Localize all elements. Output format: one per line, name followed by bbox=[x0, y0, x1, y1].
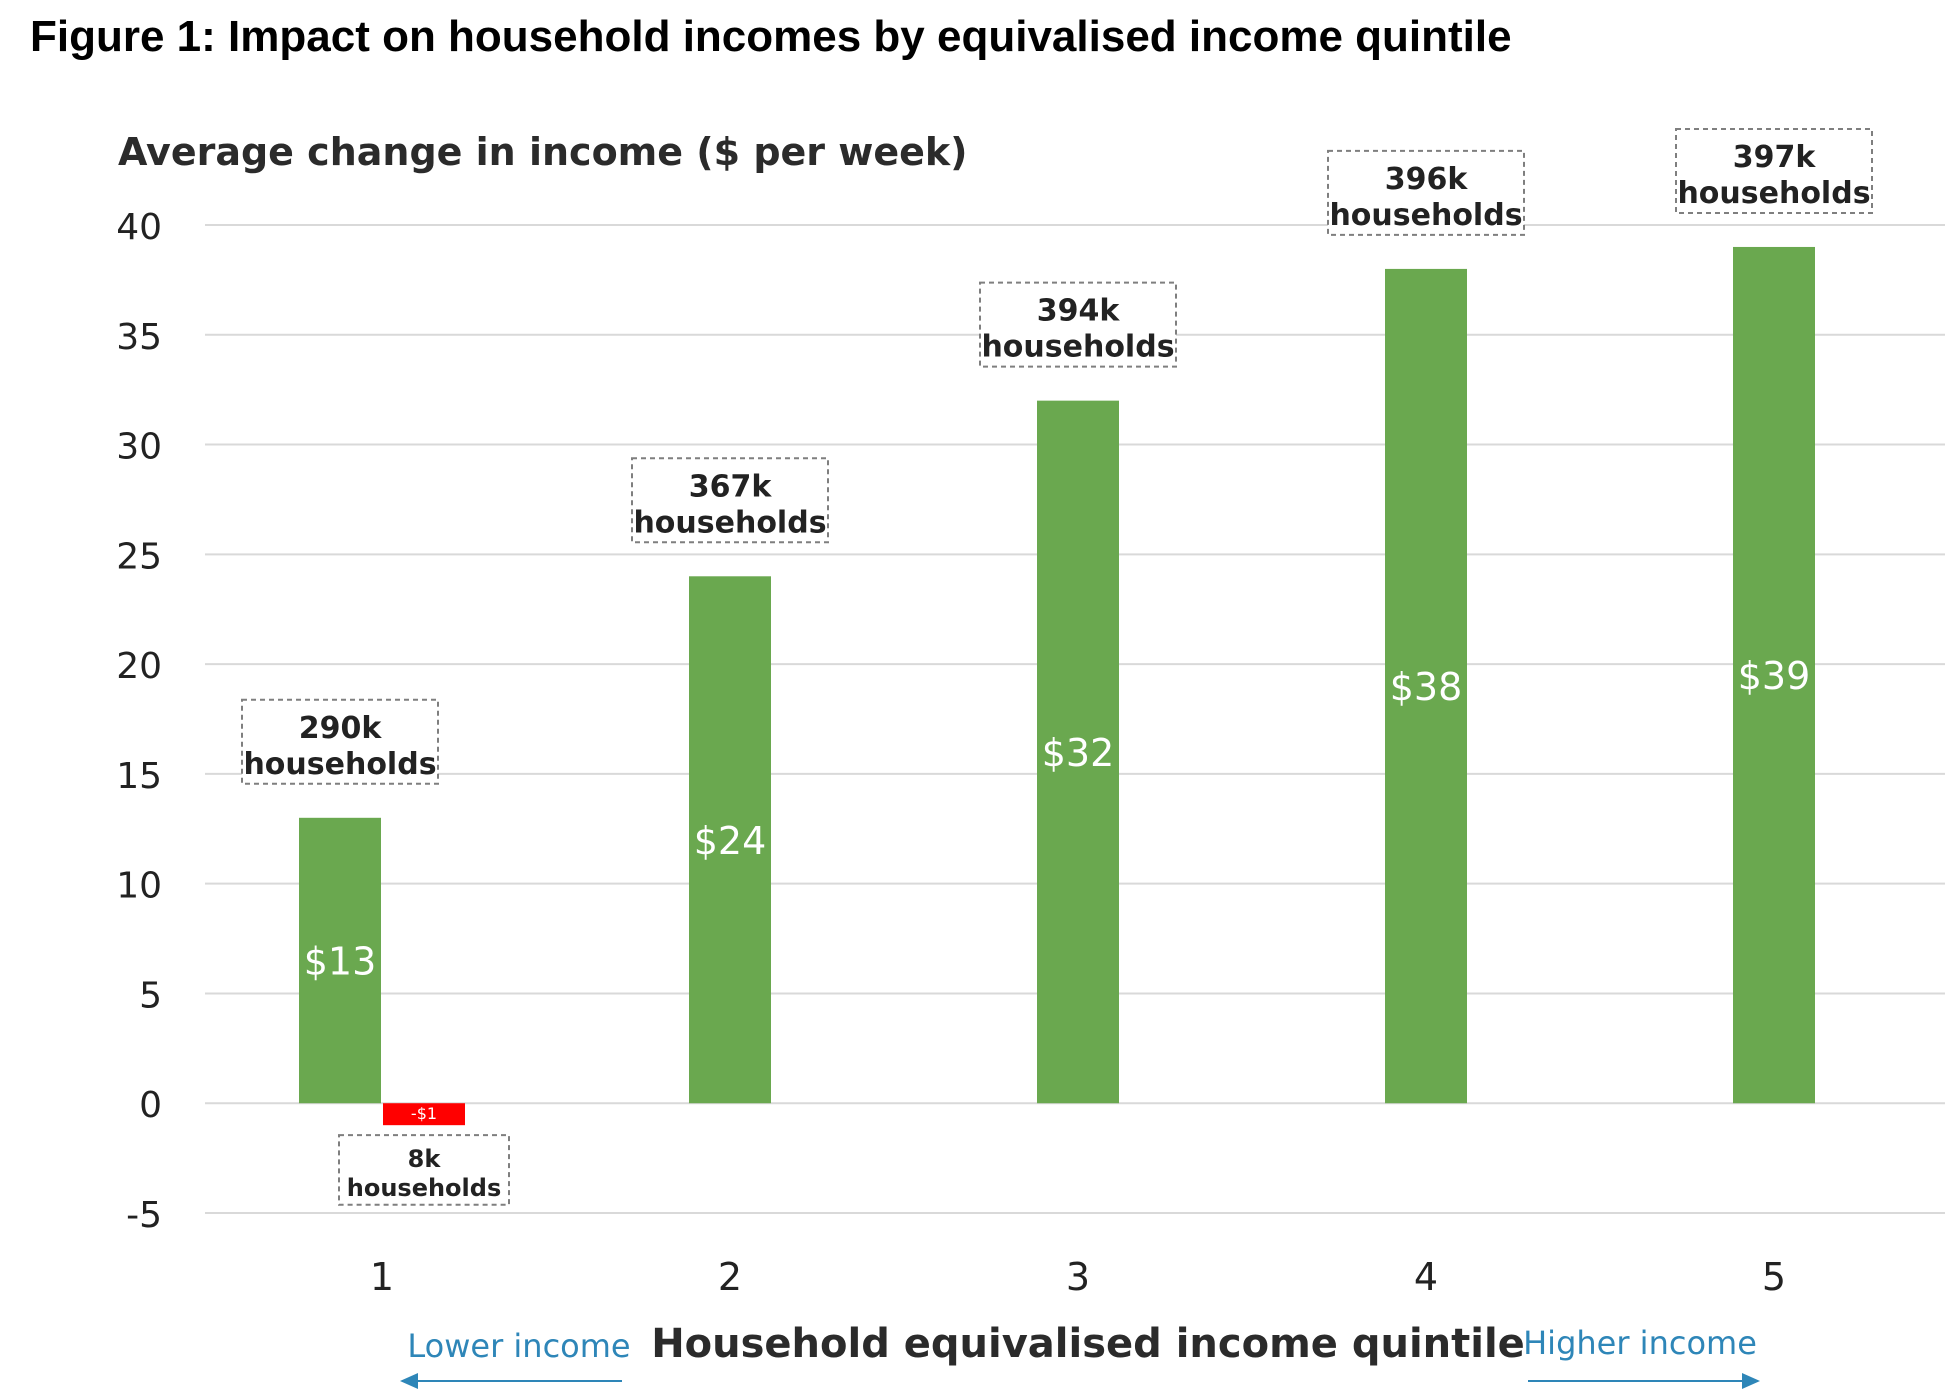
household-annotation-box bbox=[1327, 149, 1525, 236]
household-annotation-text: households bbox=[633, 505, 826, 540]
household-annotation-text: 290k bbox=[299, 711, 383, 746]
household-annotation-box bbox=[338, 1134, 510, 1206]
x-axis-title: Household equivalised income quintile bbox=[651, 1321, 1525, 1367]
household-annotation-text: 396k bbox=[1385, 162, 1469, 197]
bar-value-label: $24 bbox=[694, 819, 767, 863]
bar-value-label: $39 bbox=[1738, 654, 1811, 698]
household-annotation-box bbox=[241, 698, 439, 785]
x-tick-label: 5 bbox=[1762, 1255, 1786, 1299]
y-axis-title: Average change in income ($ per week) bbox=[118, 130, 968, 174]
figure-title: Figure 1: Impact on household incomes by… bbox=[30, 12, 1512, 61]
y-tick-label: 25 bbox=[116, 536, 162, 577]
bar-value-label: $38 bbox=[1390, 665, 1463, 709]
bar bbox=[299, 817, 381, 1104]
y-tick-label: 0 bbox=[139, 1085, 162, 1126]
x-tick-label: 1 bbox=[370, 1255, 394, 1299]
higher-income-label: Higher income bbox=[1523, 1324, 1757, 1362]
household-annotation-text: households bbox=[347, 1174, 502, 1202]
y-tick-label: 10 bbox=[116, 866, 162, 907]
household-annotation-text: 394k bbox=[1037, 294, 1121, 329]
bar bbox=[1733, 246, 1815, 1104]
y-tick-label: 15 bbox=[116, 756, 162, 797]
bar bbox=[689, 576, 771, 1104]
y-tick-label: -5 bbox=[126, 1195, 162, 1236]
bar bbox=[383, 1103, 465, 1126]
bar-value-label: $13 bbox=[304, 940, 377, 984]
y-tick-label: 30 bbox=[116, 427, 162, 468]
household-annotation-text: households bbox=[243, 747, 436, 782]
household-annotation-box bbox=[1675, 127, 1873, 214]
bar-value-label: -$1 bbox=[411, 1104, 437, 1123]
x-tick-label: 4 bbox=[1414, 1255, 1438, 1299]
household-annotation-text: 367k bbox=[689, 469, 773, 504]
household-annotation-text: 8k bbox=[408, 1145, 442, 1173]
household-annotation-text: 397k bbox=[1733, 140, 1817, 175]
bar bbox=[1385, 268, 1467, 1104]
household-annotation-box bbox=[979, 281, 1177, 368]
bar-value-label: $32 bbox=[1042, 731, 1115, 775]
household-annotation-text: households bbox=[1329, 198, 1522, 233]
bar bbox=[1037, 400, 1119, 1104]
x-tick-label: 3 bbox=[1066, 1255, 1090, 1299]
lower-income-label: Lower income bbox=[407, 1327, 630, 1365]
x-tick-label: 2 bbox=[718, 1255, 742, 1299]
y-tick-label: 20 bbox=[116, 646, 162, 687]
household-annotation-text: households bbox=[981, 330, 1174, 365]
household-annotation-text: households bbox=[1677, 176, 1870, 211]
household-annotation-box bbox=[631, 457, 829, 544]
y-tick-label: 5 bbox=[139, 975, 162, 1016]
y-tick-label: 40 bbox=[116, 207, 162, 248]
y-tick-label: 35 bbox=[116, 317, 162, 358]
